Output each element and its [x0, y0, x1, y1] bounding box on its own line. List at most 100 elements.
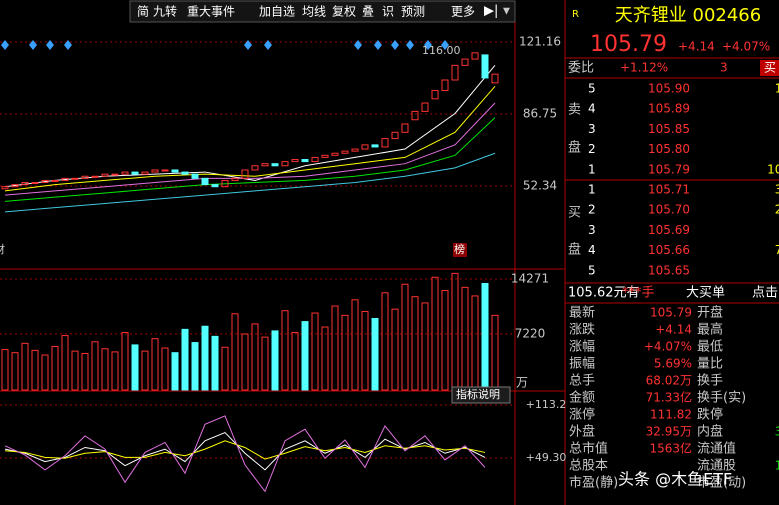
toolbar-button[interactable]: 均线: [302, 5, 326, 19]
candle-body: [351, 148, 359, 152]
quote-text: 委比: [568, 61, 594, 76]
candle-body: [341, 150, 349, 154]
event-marker[interactable]: [244, 40, 252, 50]
candle-body: [101, 173, 109, 177]
quote-text: 105.90: [648, 82, 690, 96]
volume-bar: [251, 323, 259, 391]
quote-text: 1: [588, 162, 596, 176]
toolbar-button[interactable]: 叠: [362, 5, 374, 19]
indicator-line: [4, 415, 486, 493]
toolbar-button[interactable]: 复权: [332, 5, 356, 19]
quote-text: 点击: [752, 286, 778, 301]
quote-text: 天齐锂业 002466: [615, 5, 761, 26]
candle-body: [211, 184, 219, 188]
volume-bar: [151, 338, 159, 391]
nav-icon[interactable]: ▶|: [484, 4, 498, 19]
y-tick-label: +113.2: [526, 398, 567, 411]
quote-text: 涨幅: [569, 340, 595, 355]
quote-text: 105.65: [648, 263, 690, 277]
toolbar-button[interactable]: 加自选: [259, 5, 295, 19]
volume-bar: [381, 292, 389, 391]
toolbar-button[interactable]: 重大事件: [187, 5, 235, 19]
event-marker[interactable]: [264, 40, 272, 50]
quote-text: 总股本: [569, 459, 608, 474]
event-marker[interactable]: [424, 40, 432, 50]
buy-button[interactable]: [760, 60, 779, 76]
volume-bar: [181, 328, 189, 391]
candle-body: [111, 173, 119, 176]
event-marker[interactable]: [64, 40, 72, 50]
volume-bar: [391, 308, 399, 391]
quote-text: 流通股: [697, 459, 736, 474]
quote-text: 最低: [697, 340, 723, 355]
dropdown-icon[interactable]: ▼: [503, 7, 510, 17]
candle-body: [421, 102, 429, 112]
event-marker[interactable]: [391, 40, 399, 50]
candle-body: [251, 165, 259, 171]
volume-bar: [111, 351, 119, 391]
candle-body: [271, 163, 279, 167]
quote-text: R: [572, 9, 579, 20]
indicator-button[interactable]: 指标说明: [456, 387, 500, 401]
toolbar-button[interactable]: 预测: [401, 5, 425, 19]
event-marker[interactable]: [441, 40, 449, 50]
candle-body: [81, 175, 89, 179]
candle-body: [231, 177, 239, 181]
volume-bar: [131, 344, 139, 391]
y-tick-label: +49.30: [526, 451, 567, 464]
event-marker[interactable]: [374, 40, 382, 50]
toolbar-button[interactable]: 简: [137, 5, 149, 19]
quote-text: 换手(实): [697, 391, 746, 406]
y-tick-label: 7220: [515, 326, 546, 340]
candle-body: [431, 89, 439, 100]
volume-bar: [201, 325, 209, 391]
quote-text: 卖: [568, 103, 581, 118]
quote-text: 32.95万: [646, 425, 692, 439]
quote-text: 开盘: [697, 305, 723, 321]
volume-bar: [191, 342, 199, 391]
quote-text: 105.66: [648, 243, 690, 257]
volume-bar: [281, 310, 289, 391]
volume-bar: [401, 283, 409, 391]
quote-text: 2: [588, 142, 596, 156]
y-tick-label: 86.75: [523, 107, 557, 121]
event-marker[interactable]: [1, 40, 9, 50]
candle-body: [441, 79, 449, 91]
volume-bar: [341, 314, 349, 391]
candle-body: [141, 171, 149, 175]
candle-body: [91, 175, 99, 178]
volume-bar: [421, 302, 429, 391]
quote-text: 1: [588, 183, 596, 197]
volume-bar: [431, 276, 439, 391]
volume-bar: [171, 352, 179, 391]
toolbar-button[interactable]: 更多: [451, 5, 475, 19]
volume-bar: [41, 354, 49, 391]
quote-text: 105.70: [648, 203, 690, 217]
quote-text: 105.71: [648, 183, 690, 197]
candle-body: [411, 110, 419, 121]
quote-text: 105.79: [648, 162, 690, 176]
quote-text: 最新: [569, 305, 595, 321]
quote-text: +1.12%: [620, 61, 668, 75]
volume-bar: [161, 347, 169, 391]
quote-text: 105.69: [648, 223, 690, 237]
quote-text: 105.79: [590, 32, 667, 57]
volume-bar: [91, 341, 99, 391]
event-marker[interactable]: [354, 40, 362, 50]
quote-text: 5: [588, 263, 596, 277]
event-marker[interactable]: [46, 40, 54, 50]
y-tick-label: 52.34: [523, 179, 557, 193]
candle-body: [401, 123, 409, 133]
event-marker[interactable]: [406, 40, 414, 50]
high-label: 116.00: [422, 44, 461, 57]
toolbar-button[interactable]: 九转: [153, 4, 177, 19]
volume-bar: [101, 348, 109, 391]
candle-body: [151, 169, 159, 173]
button-box[interactable]: [451, 386, 511, 404]
volume-bar: [1, 349, 9, 391]
volume-bar: [311, 312, 319, 391]
toolbar-button[interactable]: 识: [382, 5, 394, 19]
event-marker[interactable]: [29, 40, 37, 50]
candle-body: [481, 54, 489, 79]
